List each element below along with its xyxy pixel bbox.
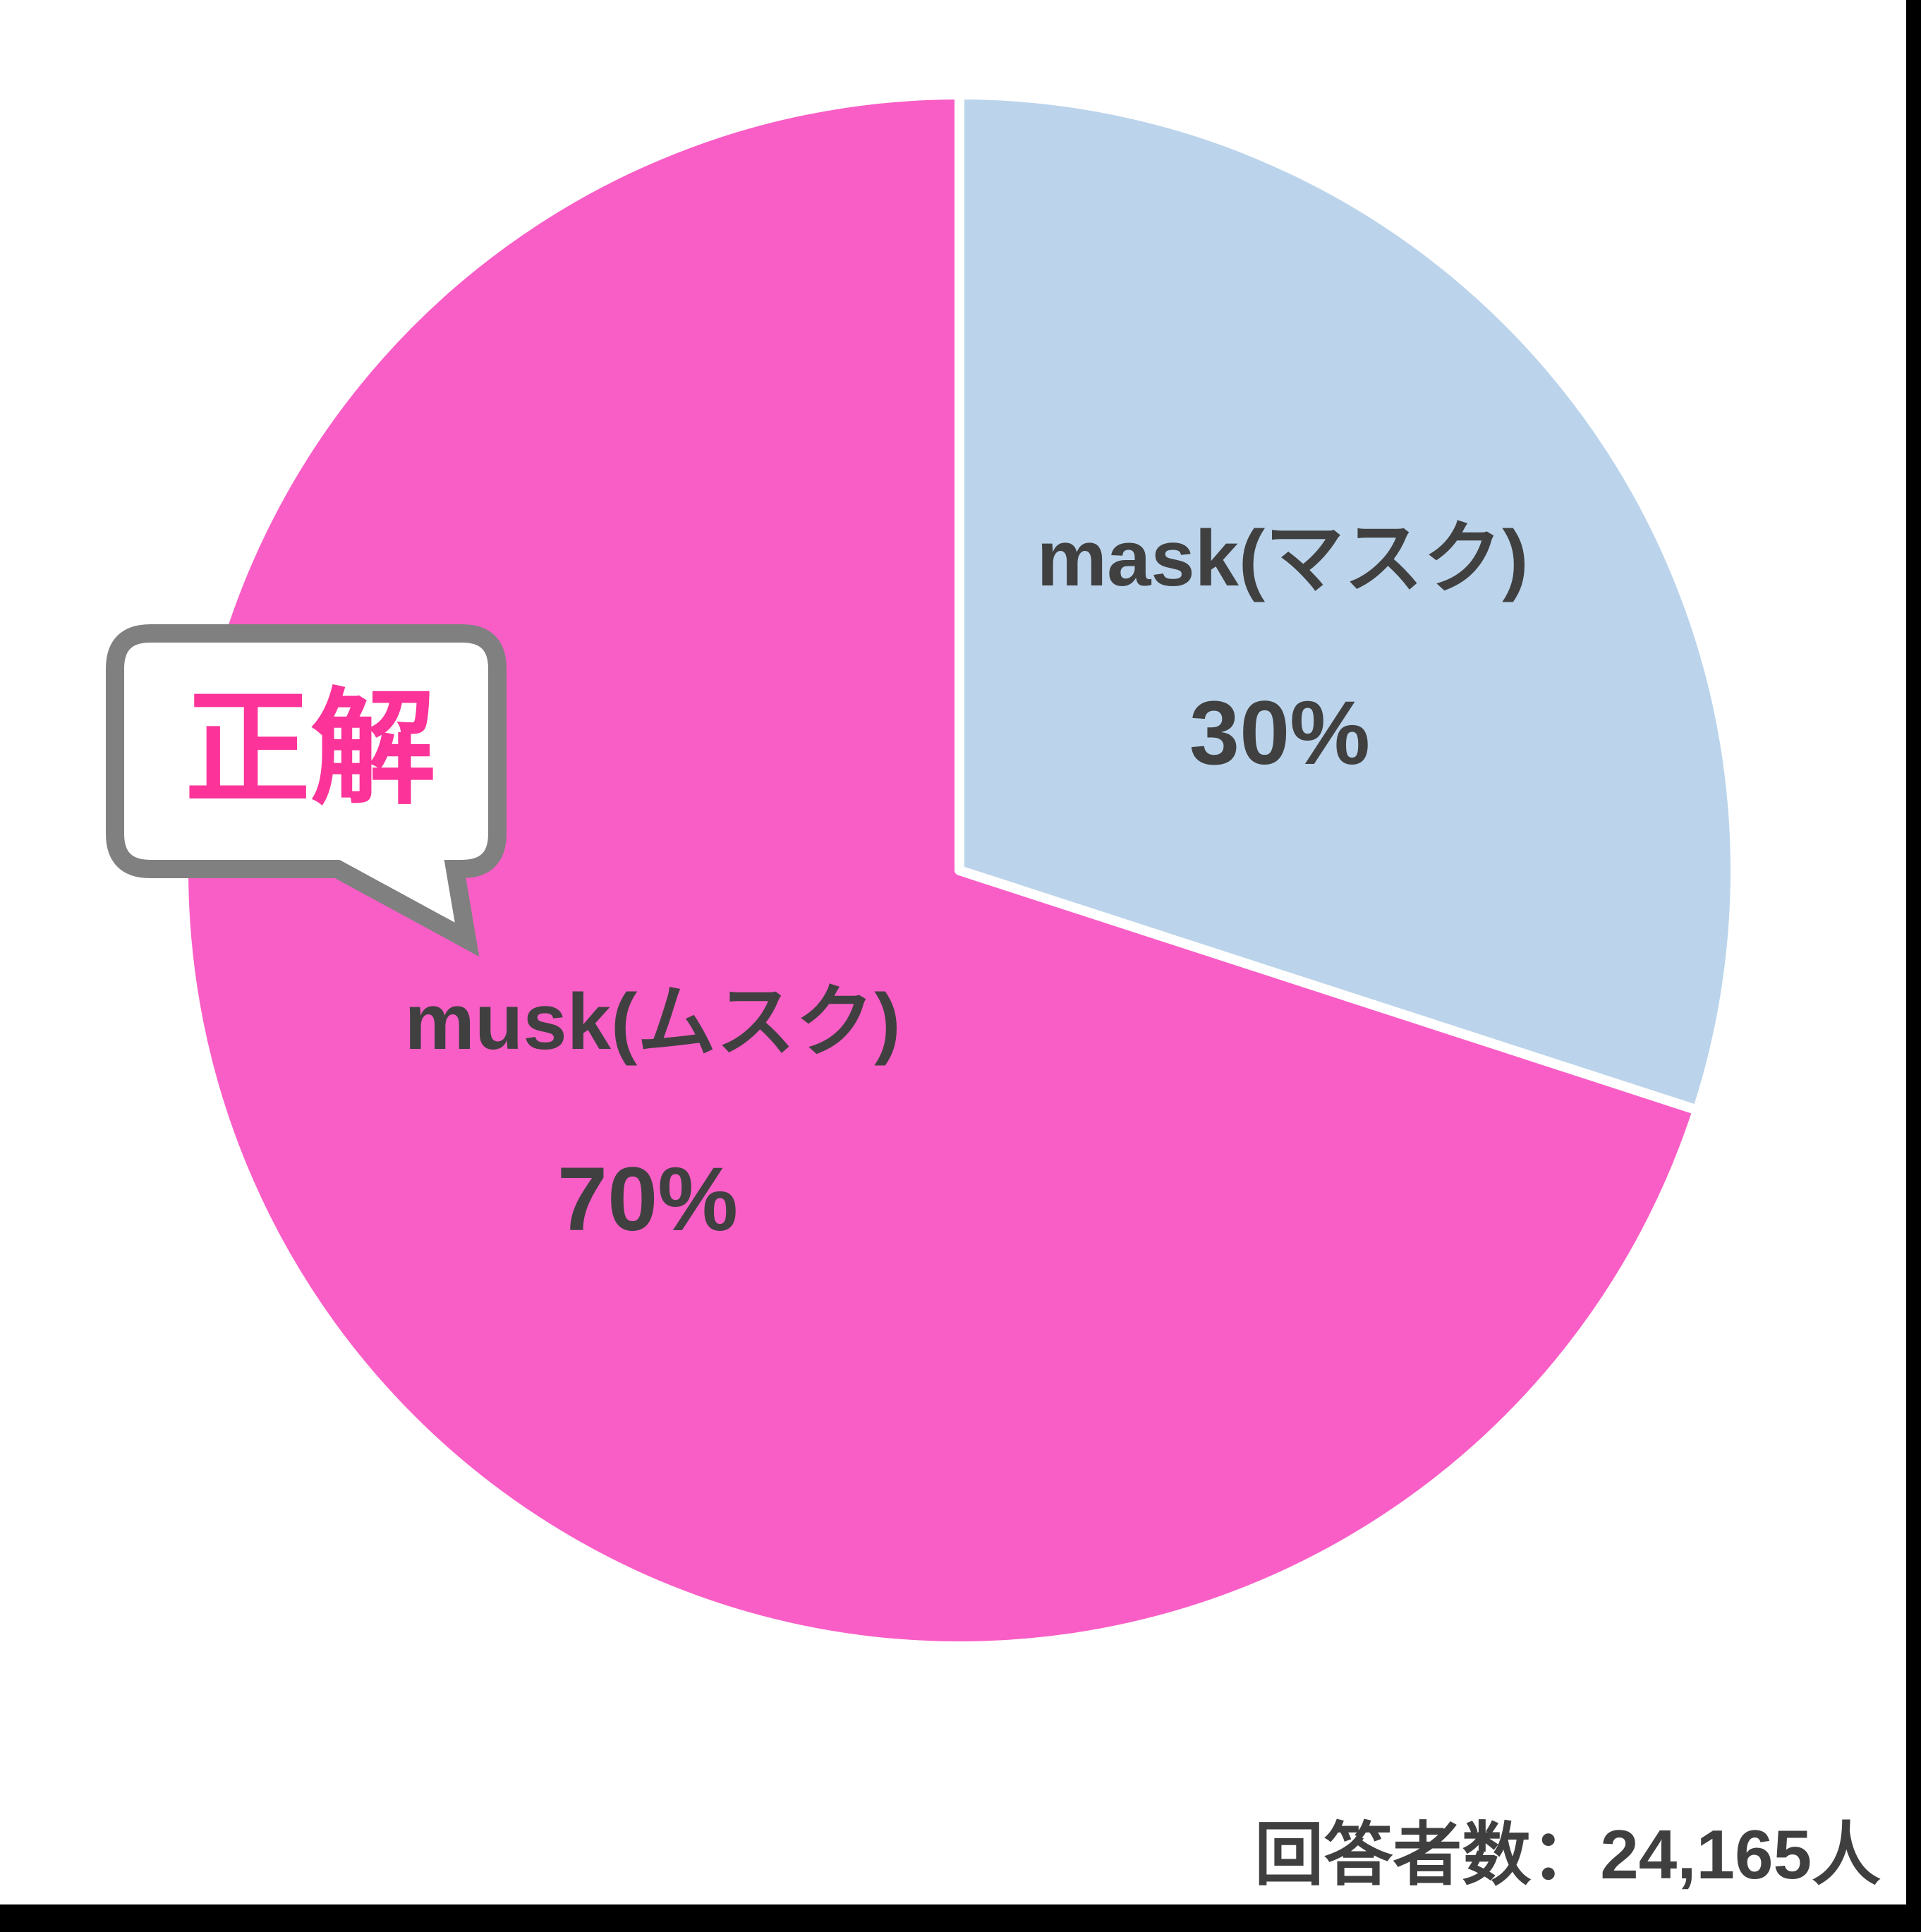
chart-canvas: mask(マスク) 30% musk(ムスク) 70% 正解 回答者数：24,1… [0, 0, 1906, 1904]
speech-bubble [106, 624, 507, 957]
slice-percentage-musk: 70% [557, 1149, 739, 1250]
slice-label-mask: mask(マスク) [1036, 514, 1529, 602]
pie-slice-0 [955, 90, 1740, 1115]
slice-label-musk: musk(ムスク) [404, 978, 901, 1066]
correct-answer-bubble-text: 正解 [185, 679, 436, 819]
pie [178, 90, 1740, 1651]
pie-chart-svg [106, 90, 1740, 1651]
respondents-count-note: 回答者数：24,165人 [1254, 1816, 1881, 1893]
pie-slice-1 [178, 90, 1703, 1651]
slice-percentage-mask: 30% [1189, 683, 1371, 784]
